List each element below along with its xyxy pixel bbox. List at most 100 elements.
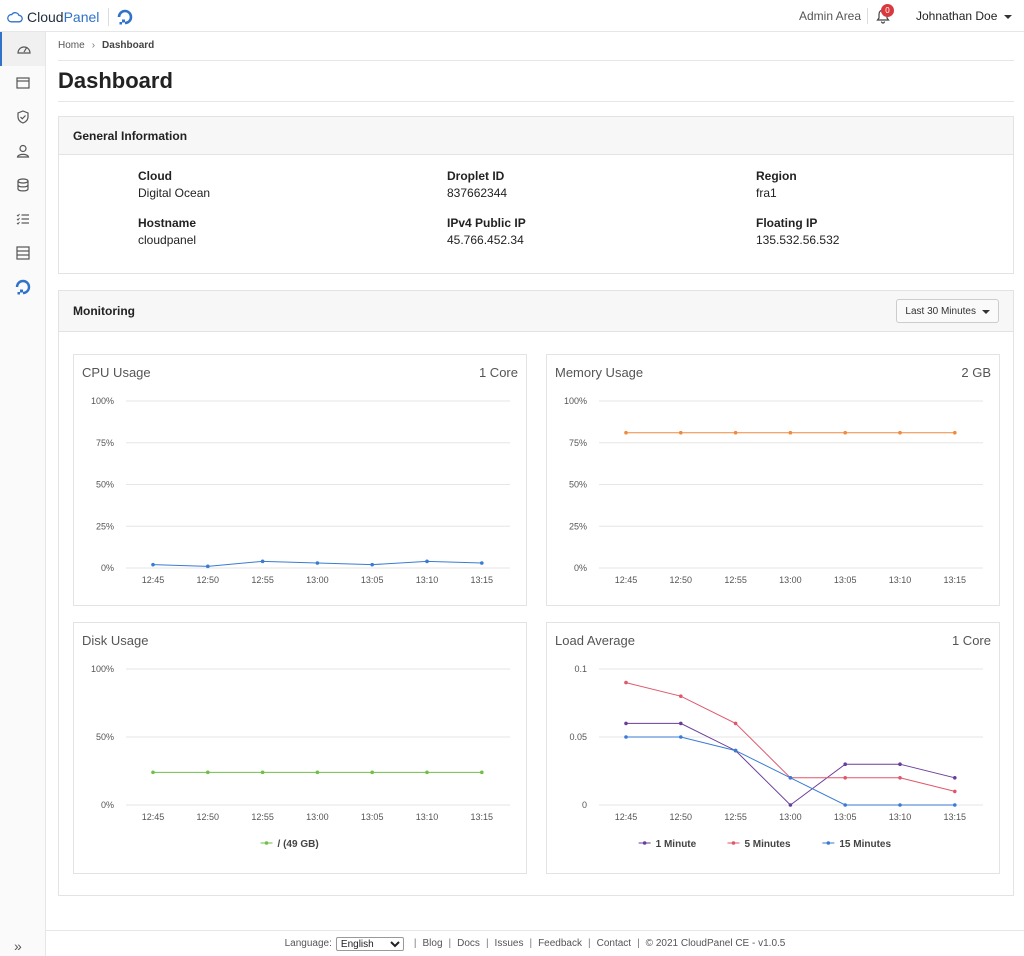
data-point[interactable] <box>898 430 902 435</box>
info-value: fra1 <box>756 186 777 200</box>
data-point[interactable] <box>624 680 628 685</box>
x-tick-label: 12:45 <box>142 575 165 585</box>
data-point[interactable] <box>151 562 155 567</box>
x-tick-label: 13:15 <box>944 812 967 822</box>
data-point[interactable] <box>898 762 902 766</box>
data-point[interactable] <box>480 561 484 565</box>
brand-logo[interactable]: CloudPanel <box>7 7 133 27</box>
x-tick-label: 12:55 <box>724 812 747 822</box>
data-point[interactable] <box>425 559 429 564</box>
x-tick-label: 12:45 <box>615 812 638 822</box>
data-point[interactable] <box>260 559 265 564</box>
data-point[interactable] <box>733 721 738 726</box>
y-tick-label: 25% <box>569 521 587 531</box>
x-tick-label: 13:10 <box>889 575 912 585</box>
sidebar-item-digitalocean[interactable] <box>0 270 45 304</box>
info-region: Region fra1 <box>756 169 797 200</box>
time-range-dropdown[interactable]: Last 30 Minutes <box>896 299 999 323</box>
info-droplet-id: Droplet ID 837662344 <box>447 169 507 200</box>
data-point[interactable] <box>788 776 793 780</box>
data-point[interactable] <box>315 561 320 565</box>
sidebar-item-tasks[interactable] <box>0 202 45 236</box>
breadcrumb-home[interactable]: Home <box>58 40 85 51</box>
legend-label[interactable]: 1 Minute <box>656 839 697 850</box>
data-point[interactable] <box>425 770 429 775</box>
data-point[interactable] <box>843 776 847 780</box>
legend-marker <box>642 841 647 845</box>
info-label: Hostname <box>138 216 197 230</box>
data-point[interactable] <box>843 430 847 435</box>
language-select[interactable]: English <box>335 936 404 951</box>
expand-sidebar-icon[interactable]: » <box>14 938 22 954</box>
data-point[interactable] <box>370 562 375 567</box>
data-point[interactable] <box>788 430 793 435</box>
y-tick-label: 0% <box>101 563 114 573</box>
x-tick-label: 12:45 <box>142 812 165 822</box>
x-tick-label: 13:00 <box>779 575 802 585</box>
user-menu[interactable]: Johnathan Doe <box>916 9 1013 23</box>
sidebar-item-server[interactable] <box>0 236 45 270</box>
data-point[interactable] <box>480 770 484 775</box>
data-point[interactable] <box>315 770 320 775</box>
data-point[interactable] <box>788 803 793 807</box>
data-point[interactable] <box>953 789 957 794</box>
data-point[interactable] <box>733 748 738 753</box>
data-point[interactable] <box>953 803 957 807</box>
data-point[interactable] <box>206 564 210 569</box>
data-point[interactable] <box>206 770 210 775</box>
admin-area-link[interactable]: Admin Area <box>799 9 862 23</box>
footer-link-docs[interactable]: Docs <box>457 938 480 949</box>
chart-title: CPU Usage <box>82 365 151 380</box>
topbar-divider <box>867 8 868 24</box>
sidebar-item-dashboard[interactable] <box>0 32 45 66</box>
legend-label[interactable]: 15 Minutes <box>839 839 891 850</box>
footer-link-feedback[interactable]: Feedback <box>538 938 582 949</box>
footer-link-issues[interactable]: Issues <box>494 938 524 949</box>
data-point[interactable] <box>898 803 902 807</box>
footer-separator: | <box>485 938 489 949</box>
data-point[interactable] <box>898 776 902 780</box>
footer-separator: | <box>448 938 452 949</box>
sidebar-item-security[interactable] <box>0 100 45 134</box>
footer-link-contact[interactable]: Contact <box>596 938 632 949</box>
x-tick-label: 13:15 <box>471 575 494 585</box>
data-point[interactable] <box>733 430 738 435</box>
legend-label[interactable]: 5 Minutes <box>744 839 791 850</box>
info-hostname: Hostname cloudpanel <box>138 216 196 247</box>
chart-title: Memory Usage <box>555 365 644 380</box>
x-tick-label: 13:05 <box>361 812 384 822</box>
footer-link-blog[interactable]: Blog <box>422 938 443 949</box>
divider <box>58 60 1014 61</box>
legend-label[interactable]: / (49 GB) <box>278 839 319 850</box>
y-tick-label: 0.05 <box>569 732 587 742</box>
data-point[interactable] <box>679 735 683 739</box>
y-tick-label: 50% <box>96 480 114 490</box>
footer: Language: English | Blog | Docs | Issues… <box>46 930 1024 956</box>
y-tick-label: 100% <box>91 396 114 406</box>
sidebar-item-users[interactable] <box>0 134 45 168</box>
data-point[interactable] <box>679 721 683 726</box>
data-point[interactable] <box>624 721 628 726</box>
info-value: cloudpanel <box>138 233 197 247</box>
data-point[interactable] <box>679 430 683 435</box>
data-point[interactable] <box>843 803 847 807</box>
data-point[interactable] <box>679 694 683 698</box>
sidebar-item-sites[interactable] <box>0 66 45 100</box>
data-point[interactable] <box>370 770 375 775</box>
data-point[interactable] <box>151 770 155 775</box>
data-point[interactable] <box>953 776 957 780</box>
sidebar-item-databases[interactable] <box>0 168 45 202</box>
info-ipv4: IPv4 Public IP 45.766.452.34 <box>447 216 526 247</box>
cpu-usage-chart: CPU Usage 1 Core 0% 25% 50% 75% 100% 12:45 12:… <box>73 354 527 606</box>
sidebar: » <box>0 32 46 956</box>
data-point[interactable] <box>260 770 265 775</box>
data-point[interactable] <box>953 430 957 435</box>
chart-subtitle: 1 Core <box>951 633 991 648</box>
data-point[interactable] <box>843 762 847 766</box>
x-tick-label: 13:10 <box>889 812 912 822</box>
data-point[interactable] <box>624 430 628 435</box>
y-tick-label: 50% <box>96 732 114 742</box>
chart-title: Disk Usage <box>82 633 149 648</box>
footer-separator: | <box>587 938 591 949</box>
data-point[interactable] <box>624 735 628 739</box>
